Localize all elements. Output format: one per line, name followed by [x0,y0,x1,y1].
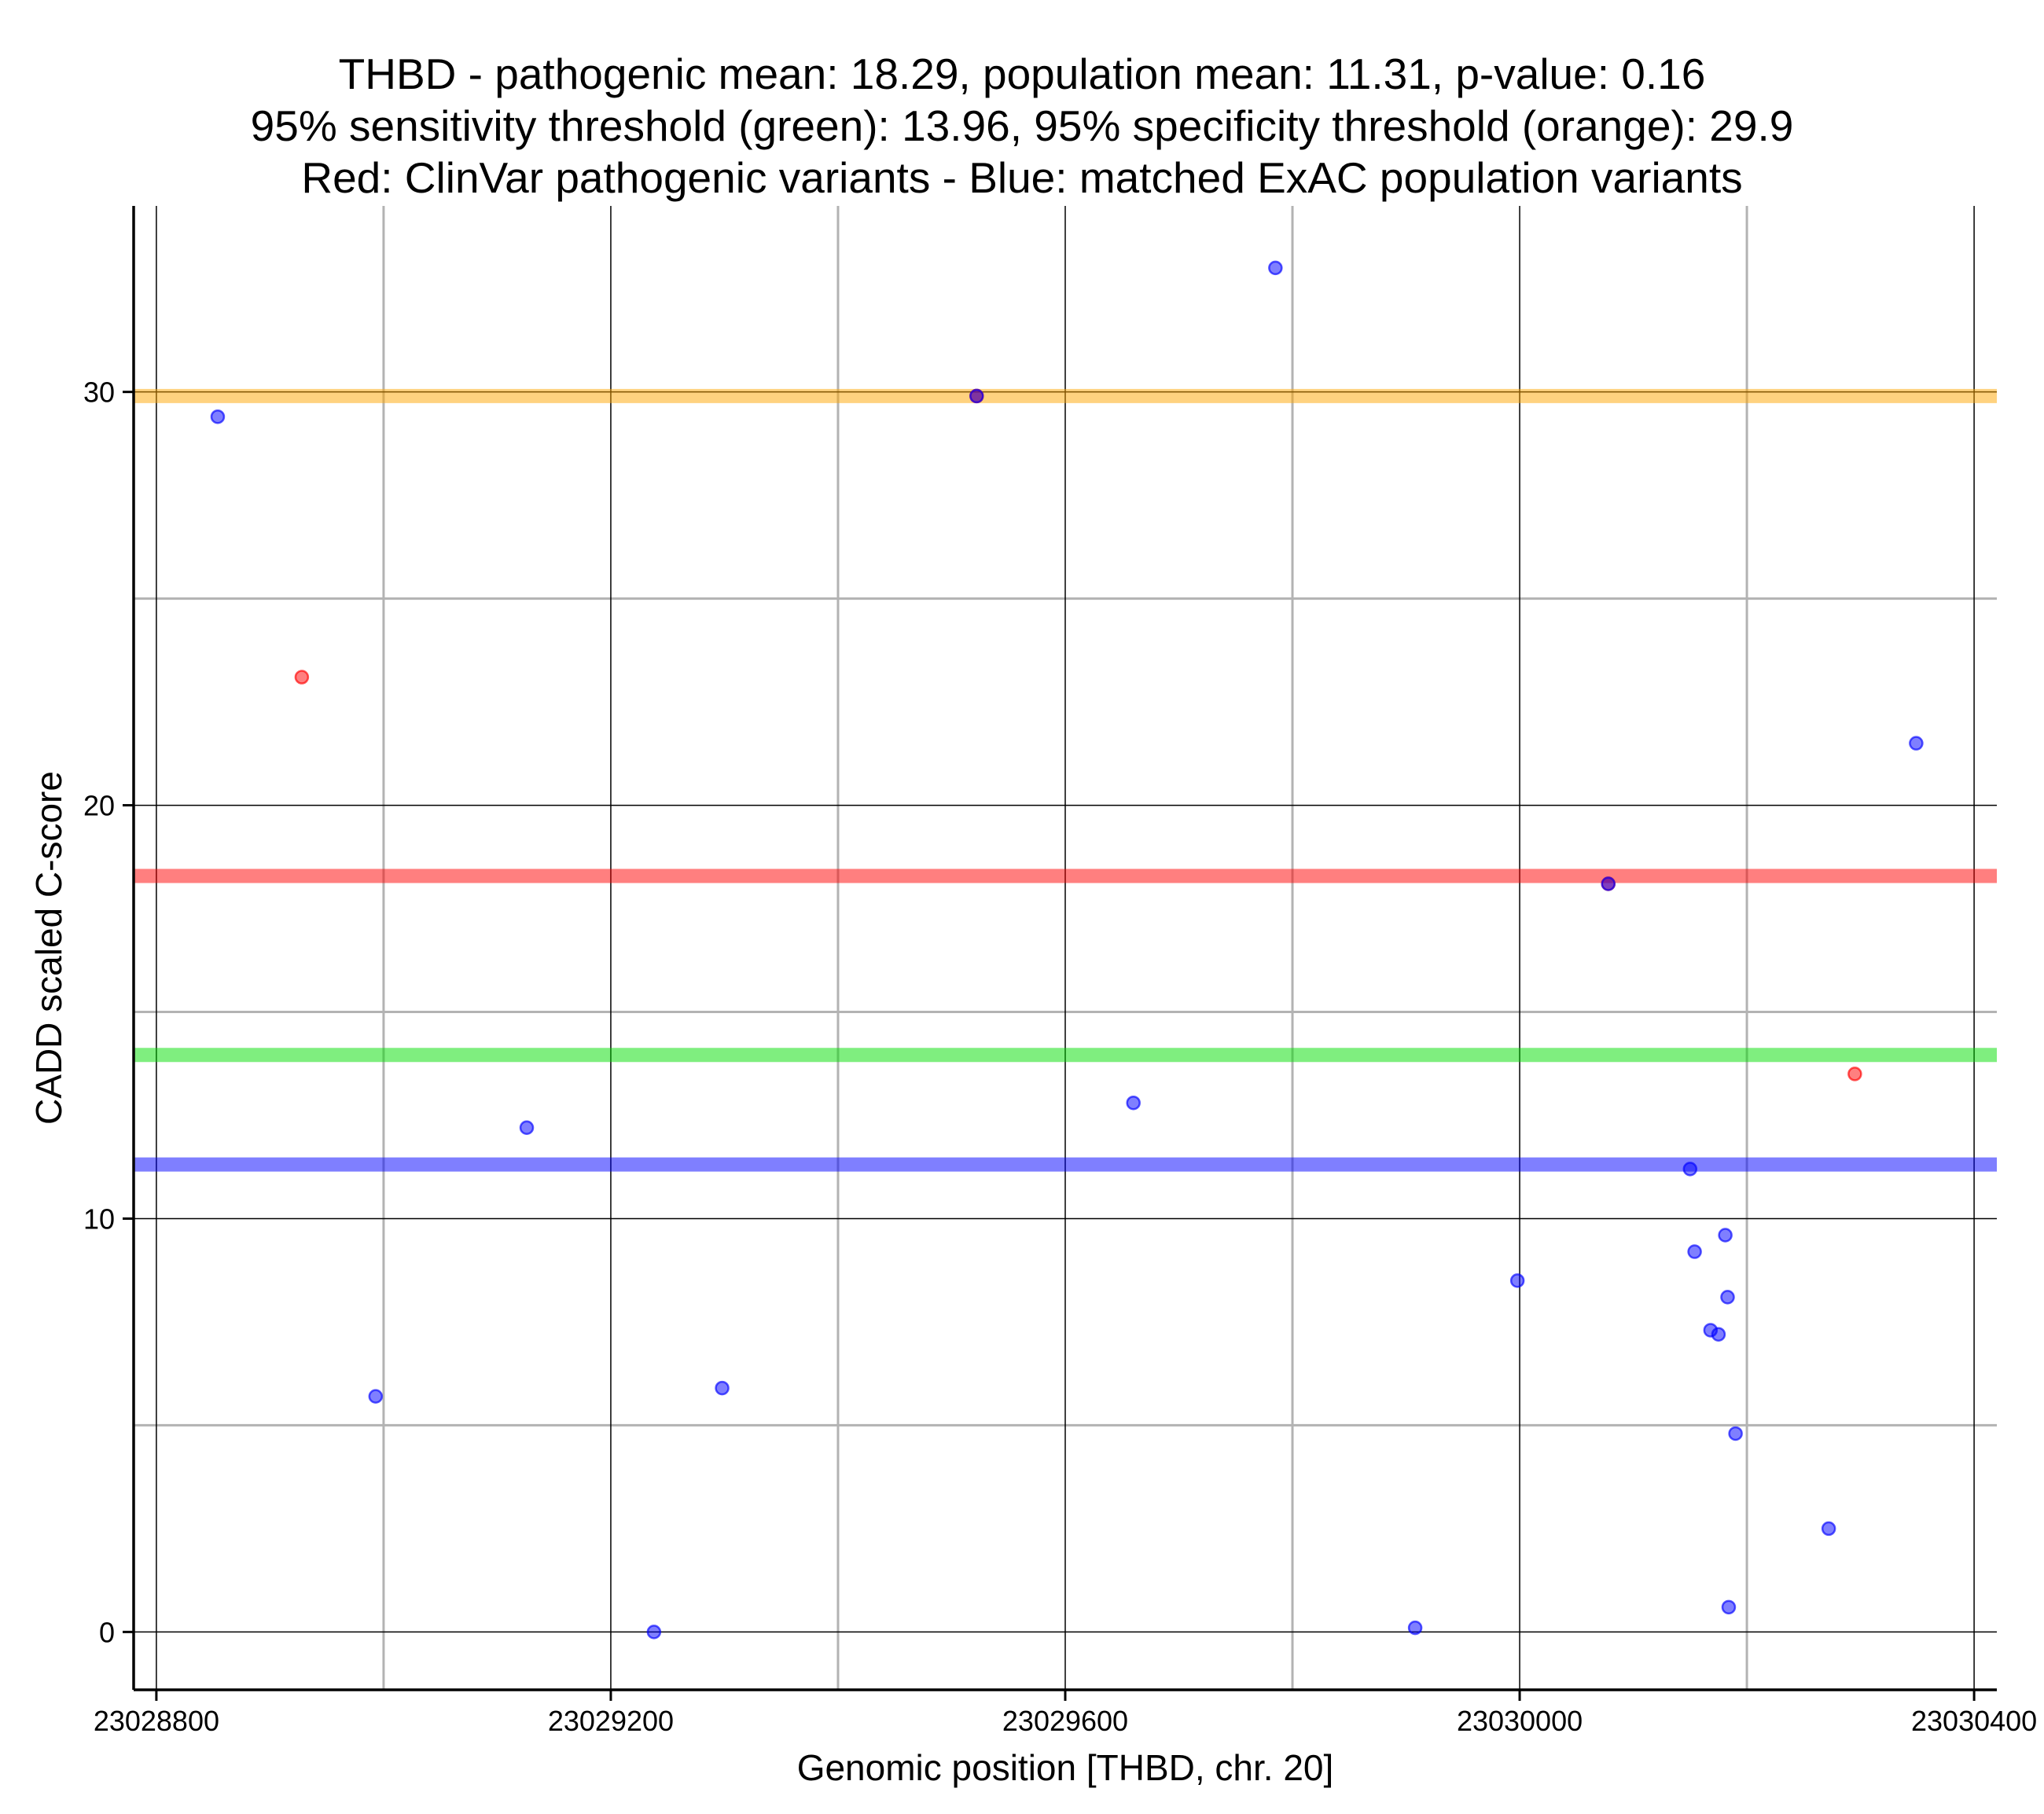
axes: 23028800 23029200 23029600 23030000 23030400… [83,206,2037,1737]
data-point-population [715,1380,730,1396]
data-point-population [210,409,226,424]
data-point-population [519,1120,535,1136]
x-tick-label: 23029200 [548,1705,674,1737]
data-point-population [1721,1599,1737,1615]
x-tick-label: 23029600 [1002,1705,1128,1737]
data-point-population [1821,1521,1836,1537]
chart-title-line-2: 95% sensitivity threshold (green): 13.96… [250,101,1794,150]
data-points [210,260,1924,1640]
data-point-population [1728,1426,1743,1441]
data-point-population [1407,1620,1423,1636]
data-point-population [1720,1290,1735,1305]
data-point-population [1687,1244,1702,1259]
data-point-population [1909,736,1924,751]
data-point-population [1126,1095,1141,1111]
x-tick-label: 23030400 [1911,1705,2037,1737]
grid-lines [134,206,1997,1690]
chart-title-line-1: THBD - pathogenic mean: 18.29, populatio… [338,50,1706,98]
y-tick-label: 20 [83,790,115,822]
data-point-population [368,1389,384,1404]
data-point-pathogenic [294,670,310,685]
y-tick-label: 0 [99,1616,115,1648]
data-point-population [646,1625,662,1640]
y-tick-label: 30 [83,376,115,409]
data-point-population [1682,1162,1698,1177]
data-point-pathogenic [1847,1067,1862,1081]
data-point-population [1268,260,1283,276]
x-axis-title: Genomic position [THBD, chr. 20] [796,1747,1334,1788]
y-tick-label: 10 [83,1203,115,1235]
x-tick-label: 23030000 [1457,1705,1583,1737]
data-point-population [1718,1228,1733,1243]
x-tick-label: 23028800 [94,1705,219,1737]
data-point-population [969,388,984,404]
data-point-population [1711,1327,1726,1342]
data-point-population [1601,876,1616,891]
chart-title-line-3: Red: ClinVar pathogenic variants - Blue:… [301,153,1743,202]
y-axis-title: CADD scaled C-score [28,771,69,1125]
data-point-population [1509,1273,1525,1288]
